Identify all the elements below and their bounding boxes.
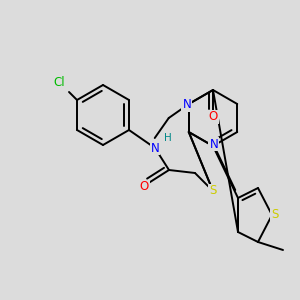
Text: H: H xyxy=(164,133,172,143)
Text: O: O xyxy=(140,181,148,194)
Text: N: N xyxy=(208,137,217,151)
Text: S: S xyxy=(271,208,279,221)
Text: O: O xyxy=(140,181,148,194)
Text: Cl: Cl xyxy=(53,76,65,88)
Text: N: N xyxy=(182,98,191,112)
Text: O: O xyxy=(208,110,217,124)
Text: S: S xyxy=(209,184,217,197)
Text: S: S xyxy=(209,184,217,197)
Text: N: N xyxy=(151,142,159,154)
Text: N: N xyxy=(182,98,191,112)
Text: N: N xyxy=(210,137,218,151)
Text: O: O xyxy=(208,110,217,124)
